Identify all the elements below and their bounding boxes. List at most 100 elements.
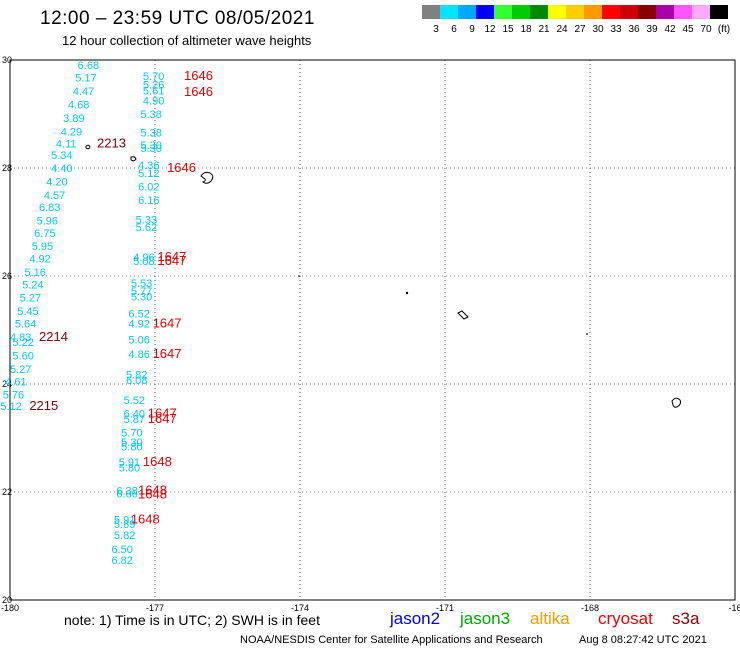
credit-line: NOAA/NESDIS Center for Satellite Applica… bbox=[240, 634, 543, 646]
wave-height-label: 6.66 bbox=[116, 488, 137, 500]
wave-height-label: 4.92 bbox=[29, 254, 50, 266]
color-scale-legend: 3 6 9 12 15 18 21 24 27 30 33 36 39 42 45 70 (ft) bbox=[422, 5, 730, 35]
wave-height-label: 5.33 bbox=[136, 215, 157, 227]
wave-height-label: 6.75 bbox=[34, 228, 55, 240]
scale-swatch bbox=[458, 5, 476, 19]
wave-height-label: 5.52 bbox=[124, 395, 145, 407]
wave-height-label: 5.80 bbox=[119, 462, 140, 474]
pass-time-label: 1647 bbox=[157, 249, 186, 264]
map-frame bbox=[9, 59, 736, 601]
pass-time-label: 1648 bbox=[138, 483, 167, 498]
wave-height-label: 4.83 bbox=[10, 332, 31, 344]
island-dot bbox=[298, 275, 300, 277]
wave-height-label: 6.52 bbox=[128, 309, 149, 321]
lat-tick-label: 26 bbox=[2, 271, 12, 281]
scale-label: 15 bbox=[502, 24, 514, 35]
lat-tick-label: 30 bbox=[2, 55, 12, 65]
wave-height-label: 5.96 bbox=[37, 216, 58, 228]
wave-height-label: 5.16 bbox=[25, 267, 46, 279]
wave-height-label: 5.45 bbox=[17, 306, 38, 318]
scale-swatch bbox=[674, 5, 692, 19]
scale-label: 6 bbox=[451, 24, 457, 35]
wave-height-label: 4.36 bbox=[138, 160, 159, 172]
scale-swatch bbox=[476, 5, 494, 19]
scale-swatch bbox=[710, 5, 728, 19]
wave-height-label: 5.34 bbox=[51, 150, 72, 162]
wave-height-label: 6.50 bbox=[112, 544, 133, 556]
scale-label: 30 bbox=[592, 24, 604, 35]
wave-height-label: 5.12 bbox=[138, 168, 159, 180]
scale-label: 3 bbox=[433, 24, 439, 35]
wave-height-label: 6.40 bbox=[124, 408, 145, 420]
wave-height-label: 5.91 bbox=[119, 457, 140, 469]
scale-swatch bbox=[440, 5, 458, 19]
legend-s3a: s3a bbox=[672, 609, 700, 628]
scale-label: 21 bbox=[538, 24, 550, 35]
scale-swatch bbox=[602, 5, 620, 19]
wave-height-label: 5.30 bbox=[121, 437, 142, 449]
wave-height-label: 5.06 bbox=[128, 335, 149, 347]
wave-height-label: 5.08 bbox=[133, 256, 154, 268]
scale-label: 33 bbox=[610, 24, 622, 35]
scale-swatch bbox=[584, 5, 602, 19]
scale-swatch bbox=[548, 5, 566, 19]
wave-height-label: 6.16 bbox=[138, 195, 159, 207]
wave-height-label: 5.38 bbox=[141, 128, 162, 140]
wave-height-label: 5.12 bbox=[0, 401, 21, 413]
island-shape bbox=[457, 310, 469, 320]
wave-height-label: 4.61 bbox=[5, 377, 26, 389]
wave-height-label: 5.82 bbox=[114, 530, 135, 542]
lon-tick-label: -174 bbox=[291, 603, 309, 613]
pass-time-label: 2214 bbox=[39, 329, 68, 344]
wave-height-label: 5.64 bbox=[15, 318, 36, 330]
scale-swatch bbox=[620, 5, 638, 19]
wave-height-label: 5.60 bbox=[12, 351, 33, 363]
scale-swatch bbox=[530, 5, 548, 19]
island-shape bbox=[671, 397, 682, 408]
wave-height-label: 5.26 bbox=[143, 80, 164, 92]
wave-height-label: 5.70 bbox=[143, 71, 164, 83]
wave-height-label: 4.57 bbox=[44, 190, 65, 202]
wave-height-label: 6.02 bbox=[138, 182, 159, 194]
wave-height-label: 5.17 bbox=[75, 73, 96, 85]
lon-tick-label: -180 bbox=[1, 603, 19, 613]
pass-time-label: 2213 bbox=[97, 135, 126, 150]
island-shape bbox=[130, 156, 137, 162]
wave-height-label: 5.38 bbox=[141, 109, 162, 121]
lat-tick-label: 24 bbox=[2, 379, 12, 389]
generated-timestamp: Aug 8 08:27:42 UTC 2021 bbox=[579, 634, 707, 646]
scale-label: 39 bbox=[646, 24, 658, 35]
scale-label: 27 bbox=[574, 24, 586, 35]
scale-label: 18 bbox=[520, 24, 532, 35]
scale-swatch bbox=[656, 5, 674, 19]
pass-time-label: 1648 bbox=[138, 486, 167, 501]
pass-time-label: 2215 bbox=[29, 398, 58, 413]
page-subtitle: 12 hour collection of altimeter wave hei… bbox=[62, 33, 312, 48]
lat-tick-label: 20 bbox=[2, 595, 12, 605]
pass-time-label: 1646 bbox=[167, 160, 196, 175]
scale-label: 24 bbox=[556, 24, 568, 35]
scale-swatch bbox=[566, 5, 584, 19]
wave-height-label: 4.40 bbox=[51, 163, 72, 175]
wave-height-label: 5.30 bbox=[131, 291, 152, 303]
island-shape bbox=[200, 171, 214, 184]
pass-time-label: 1647 bbox=[148, 405, 177, 420]
island-dot bbox=[586, 333, 588, 335]
wave-height-label: 5.82 bbox=[126, 370, 147, 382]
pass-time-label: 1646 bbox=[184, 84, 213, 99]
lon-tick-label: -16 bbox=[728, 603, 740, 613]
wave-height-label: 6.82 bbox=[112, 555, 133, 567]
wave-height-label: 4.68 bbox=[68, 100, 89, 112]
lon-tick-label: -171 bbox=[436, 603, 454, 613]
lat-tick-label: 28 bbox=[2, 163, 12, 173]
wave-height-label: 6.38 bbox=[116, 486, 137, 498]
legend-jason3: jason3 bbox=[460, 609, 511, 628]
scale-label: 42 bbox=[664, 24, 676, 35]
wave-height-label: 5.24 bbox=[22, 279, 43, 291]
wave-height-label: 5.77 bbox=[131, 286, 152, 298]
wave-height-label: 4.29 bbox=[61, 127, 82, 139]
scale-swatch bbox=[692, 5, 710, 19]
wave-height-label: 4.92 bbox=[128, 318, 149, 330]
pass-time-label: 1648 bbox=[131, 511, 160, 526]
